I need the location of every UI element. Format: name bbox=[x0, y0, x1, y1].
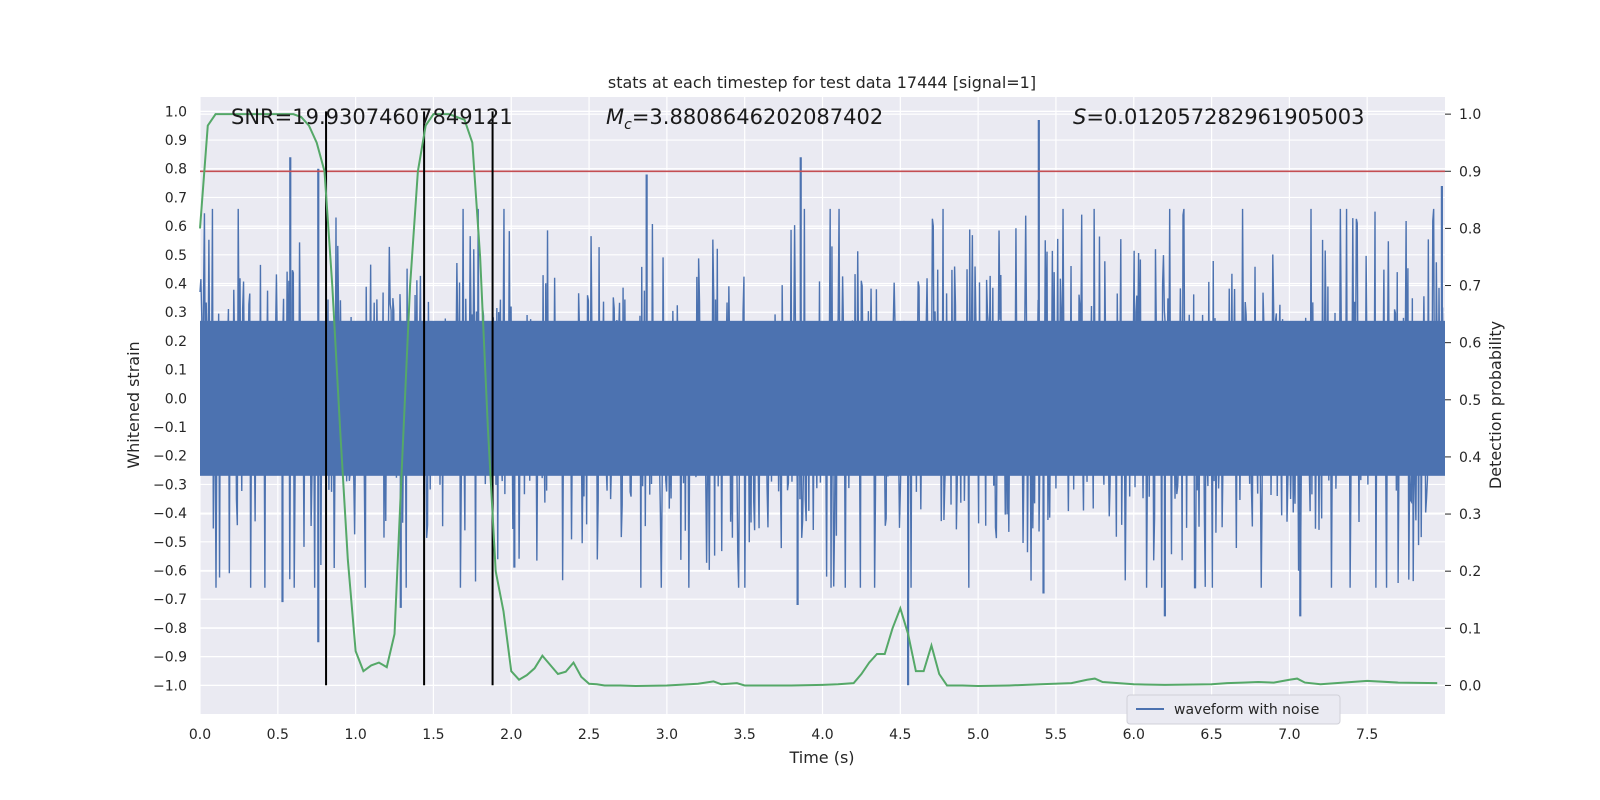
right-tick-label: 0.3 bbox=[1459, 507, 1481, 523]
x-tick-label: 4.0 bbox=[811, 727, 833, 743]
right-tick-label: 0.0 bbox=[1459, 678, 1481, 694]
left-tick-label: 1.0 bbox=[165, 104, 187, 120]
left-tick-label: −0.4 bbox=[153, 506, 187, 522]
left-tick-label: 0.9 bbox=[165, 133, 187, 149]
x-tick-label: 3.5 bbox=[734, 727, 756, 743]
x-tick-label: 5.5 bbox=[1045, 727, 1067, 743]
x-axis-label: Time (s) bbox=[788, 748, 854, 767]
s-symbol: S bbox=[1073, 105, 1086, 129]
x-tick-label: 4.5 bbox=[889, 727, 911, 743]
left-tick-label: 0.8 bbox=[165, 162, 187, 178]
left-tick-label: 0.2 bbox=[165, 334, 187, 350]
left-tick-label: 0.1 bbox=[165, 363, 187, 379]
x-tick-label: 2.0 bbox=[500, 727, 522, 743]
x-tick-label: 6.5 bbox=[1200, 727, 1222, 743]
x-tick-label: 6.0 bbox=[1123, 727, 1145, 743]
chirp-mass-symbol: M bbox=[606, 105, 624, 129]
x-tick-label: 0.5 bbox=[267, 727, 289, 743]
legend: waveform with noise bbox=[1126, 694, 1341, 725]
x-tick-label: 3.0 bbox=[656, 727, 678, 743]
s-annotation: S=0.012057282961905003 bbox=[1073, 105, 1364, 129]
legend-label: waveform with noise bbox=[1174, 702, 1319, 718]
chirp-mass-value: =3.8808646202087402 bbox=[632, 105, 883, 129]
chart-title: stats at each timestep for test data 174… bbox=[608, 73, 1036, 92]
left-tick-label: 0.0 bbox=[165, 391, 187, 407]
snr-annotation: SNR=19.93074607849121 bbox=[231, 105, 513, 129]
left-tick-label: 0.7 bbox=[165, 190, 187, 206]
left-tick-label: 0.5 bbox=[165, 248, 187, 264]
s-value: =0.012057282961905003 bbox=[1086, 105, 1364, 129]
x-tick-label: 0.0 bbox=[189, 727, 211, 743]
right-tick-labels: 0.0 0.1 0.2 0.3 0.4 0.5 0.6 0.7 0.8 0.9 1.0 bbox=[1445, 107, 1481, 694]
left-tick-label: −1.0 bbox=[153, 678, 187, 694]
probability-line bbox=[199, 113, 1438, 688]
left-tick-labels: 1.0 0.9 0.8 0.7 0.6 0.5 0.4 0.3 0.2 0.1 0.0 −0.1 −0.… bbox=[153, 104, 187, 694]
chirp-mass-subscript: c bbox=[624, 117, 632, 133]
x-tick-label: 5.0 bbox=[967, 727, 989, 743]
left-tick-label: −0.9 bbox=[153, 650, 187, 666]
left-tick-label: 0.4 bbox=[165, 277, 187, 293]
x-tick-label: 1.5 bbox=[422, 727, 444, 743]
left-tick-label: 0.6 bbox=[165, 219, 187, 235]
right-tick-label: 0.4 bbox=[1459, 450, 1481, 466]
left-tick-label: −0.7 bbox=[153, 592, 187, 608]
waveform-core bbox=[200, 320, 1445, 476]
x-tick-label: 7.0 bbox=[1278, 727, 1300, 743]
right-tick-label: 0.1 bbox=[1459, 621, 1481, 637]
right-tick-label: 0.2 bbox=[1459, 564, 1481, 580]
left-tick-label: −0.6 bbox=[153, 564, 187, 580]
left-tick-label: −0.1 bbox=[153, 420, 187, 436]
right-tick-label: 0.5 bbox=[1459, 393, 1481, 409]
right-tick-label: 0.6 bbox=[1459, 336, 1481, 352]
x-tick-labels: 0.0 0.5 1.0 1.5 2.0 2.5 3.0 3.5 4.0 4.5 5.0 5.5 6.0 6… bbox=[189, 727, 1378, 743]
left-tick-label: −0.5 bbox=[153, 535, 187, 551]
x-tick-label: 7.5 bbox=[1356, 727, 1378, 743]
y-axis-label-left: Whitened strain bbox=[124, 341, 143, 468]
right-tick-label: 1.0 bbox=[1459, 107, 1481, 123]
left-tick-label: −0.3 bbox=[153, 477, 187, 493]
probability-series bbox=[199, 113, 1438, 688]
x-tick-label: 2.5 bbox=[578, 727, 600, 743]
y-axis-label-right: Detection probability bbox=[1486, 321, 1505, 489]
right-tick-label: 0.8 bbox=[1459, 221, 1481, 237]
legend-box bbox=[1126, 694, 1341, 725]
right-tick-label: 0.9 bbox=[1459, 164, 1481, 180]
left-tick-label: 0.3 bbox=[165, 305, 187, 321]
right-tick-label: 0.7 bbox=[1459, 279, 1481, 295]
x-tick-label: 1.0 bbox=[344, 727, 366, 743]
left-tick-label: −0.2 bbox=[153, 449, 187, 465]
chirp-mass-annotation: Mc=3.8808646202087402 bbox=[606, 105, 883, 133]
left-tick-label: −0.8 bbox=[153, 621, 187, 637]
